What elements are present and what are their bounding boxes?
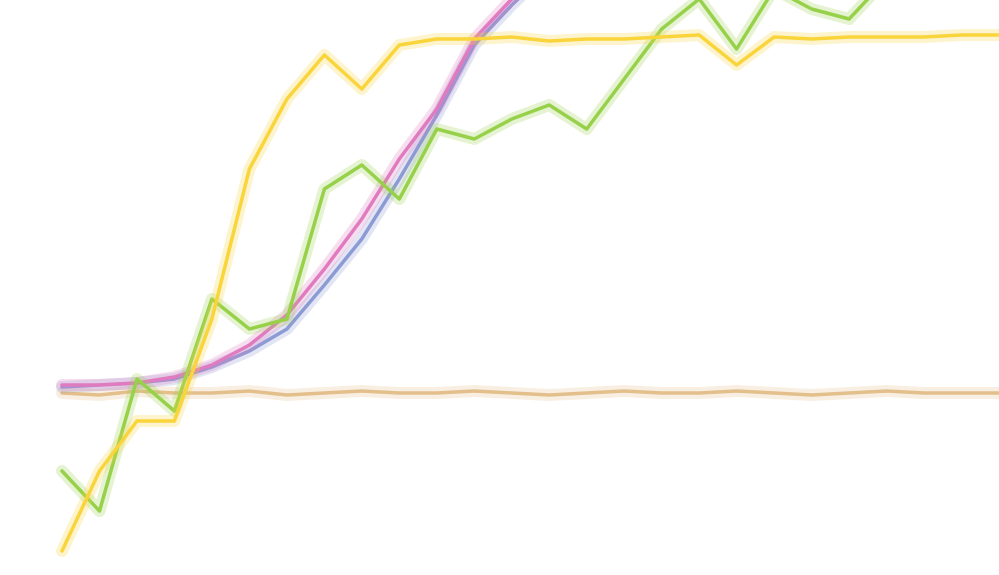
- series-line: [60, 0, 870, 513]
- series-band: [56, 0, 521, 391]
- series-band: [56, 0, 526, 393]
- plot-area: [56, 0, 999, 557]
- series-line: [60, 389, 999, 397]
- series-band: [56, 0, 876, 517]
- series-line: [60, 0, 514, 387]
- series-line: [60, 0, 520, 389]
- series-line: [60, 33, 999, 553]
